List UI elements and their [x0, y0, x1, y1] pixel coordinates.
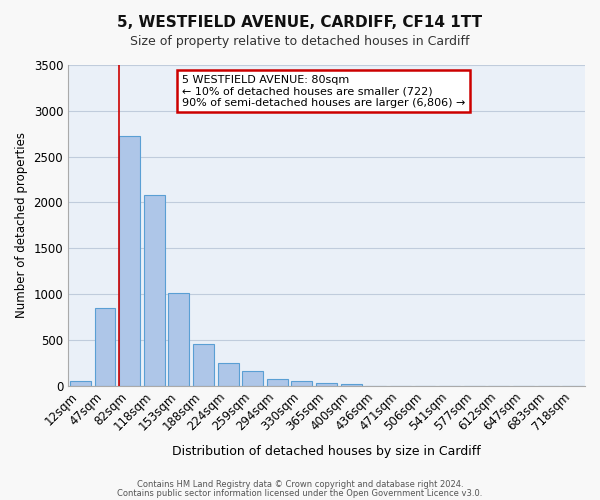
Bar: [242, 372, 263, 386]
Bar: [316, 383, 337, 386]
X-axis label: Distribution of detached houses by size in Cardiff: Distribution of detached houses by size …: [172, 444, 481, 458]
Bar: [169, 293, 189, 386]
Bar: [119, 136, 140, 386]
Bar: [144, 195, 164, 386]
Text: 5 WESTFIELD AVENUE: 80sqm
← 10% of detached houses are smaller (722)
90% of semi: 5 WESTFIELD AVENUE: 80sqm ← 10% of detac…: [182, 74, 465, 108]
Text: Size of property relative to detached houses in Cardiff: Size of property relative to detached ho…: [130, 35, 470, 48]
Bar: [95, 308, 115, 386]
Bar: [193, 344, 214, 386]
Bar: [341, 384, 362, 386]
Bar: [267, 379, 288, 386]
Text: 5, WESTFIELD AVENUE, CARDIFF, CF14 1TT: 5, WESTFIELD AVENUE, CARDIFF, CF14 1TT: [118, 15, 482, 30]
Text: Contains public sector information licensed under the Open Government Licence v3: Contains public sector information licen…: [118, 488, 482, 498]
Bar: [218, 363, 239, 386]
Y-axis label: Number of detached properties: Number of detached properties: [15, 132, 28, 318]
Bar: [70, 380, 91, 386]
Text: Contains HM Land Registry data © Crown copyright and database right 2024.: Contains HM Land Registry data © Crown c…: [137, 480, 463, 489]
Bar: [292, 380, 313, 386]
